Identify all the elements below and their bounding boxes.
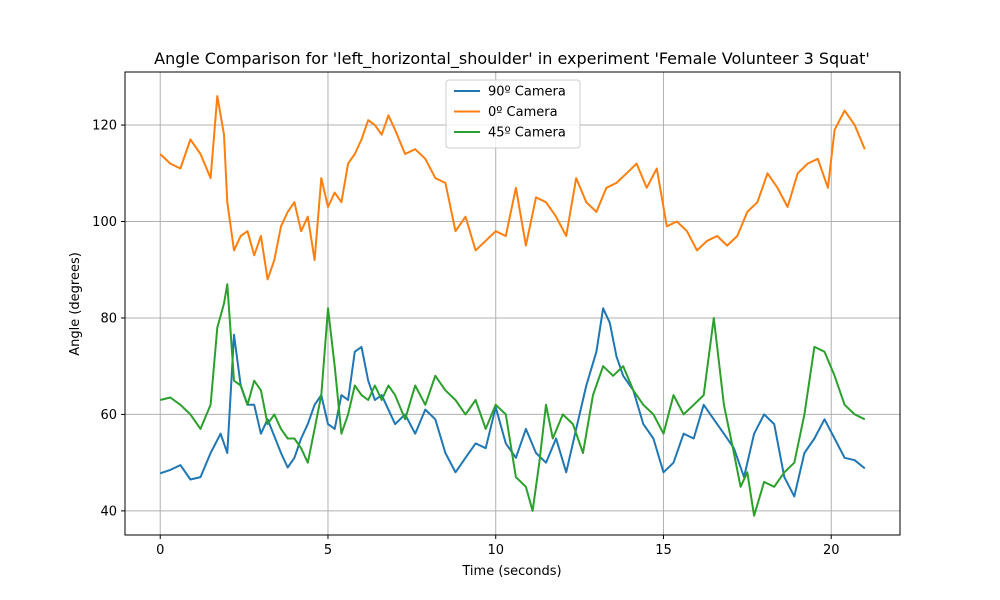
chart-title: Angle Comparison for 'left_horizontal_sh… [154,49,870,69]
x-axis: 0 5 10 15 20 [156,535,839,558]
y-axis: 40 60 80 100 120 [92,119,125,519]
y-tick-label: 80 [100,311,117,326]
y-tick-label: 40 [100,504,117,519]
y-tick-label: 60 [100,408,117,423]
plot-frame [124,71,901,536]
y-tick-label: 120 [92,119,117,134]
legend: 90º Camera 0º Camera 45º Camera [445,79,581,149]
legend-label-2: 45º Camera [488,126,566,141]
x-tick-label: 20 [823,543,840,558]
series-line-2 [159,283,866,517]
x-tick-label: 5 [324,543,332,558]
legend-label-0: 90º Camera [488,85,566,100]
series-layer [159,95,866,517]
grid [125,72,900,535]
legend-label-1: 0º Camera [488,105,558,120]
x-tick-label: 0 [156,543,164,558]
x-tick-label: 15 [655,543,672,558]
x-axis-label: Time (seconds) [461,564,561,579]
y-tick-label: 100 [92,215,117,230]
y-axis-label: Angle (degrees) [68,252,83,356]
series-line-0 [159,307,866,498]
series-line-1 [159,95,866,281]
x-tick-label: 10 [487,543,504,558]
